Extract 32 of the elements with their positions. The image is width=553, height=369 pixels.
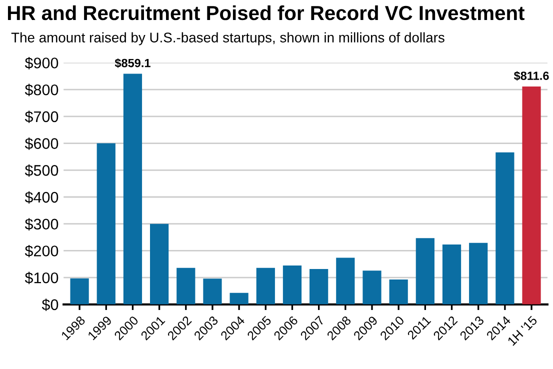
bar [469,242,488,304]
bar [442,244,462,304]
data-label: $859.1 [114,58,150,68]
bar [176,268,196,304]
y-tick-label: $100 [24,272,58,284]
y-tick-label: $200 [24,244,58,258]
y-tick-label: $0 [42,298,58,312]
bar [230,292,248,304]
bar [416,238,434,304]
bar [389,279,408,304]
data-label: $811.6 [514,71,549,81]
bar [203,278,222,304]
y-tick-label: $300 [24,218,58,230]
bar [96,143,116,304]
y-tick-label: $400 [24,191,58,204]
bar [282,265,302,304]
bar [70,278,89,304]
bar [362,270,382,304]
y-tick-label: $800 [24,84,58,96]
chart-title: HR and Recruitment Poised for Record VC Investment [8,5,525,20]
bar [496,152,514,304]
bar [256,268,275,304]
bar [123,74,142,304]
y-tick-label: $700 [24,110,58,124]
chart-subtitle: The amount raised by U.S.-based startups, shown in millions of dollars [11,32,444,46]
bar [150,224,169,304]
bar [522,86,541,304]
y-tick-label: $900 [24,56,58,70]
y-tick-label: $500 [24,164,58,177]
y-tick-label: $600 [24,138,58,150]
bar [336,258,355,304]
bar [310,268,328,304]
